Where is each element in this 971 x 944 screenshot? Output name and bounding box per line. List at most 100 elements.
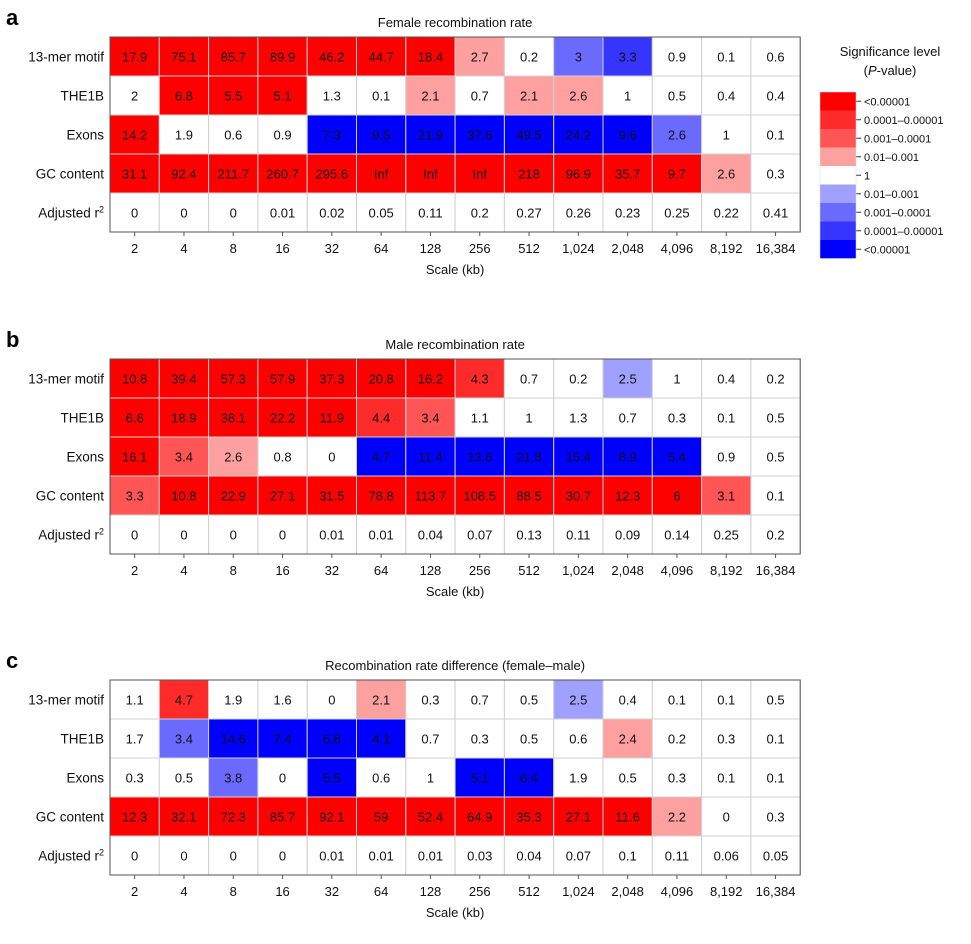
cell-value: 88.5	[516, 489, 541, 504]
row-label: 13-mer motif	[28, 693, 104, 708]
heatmap-cell	[109, 757, 160, 798]
x-tick-label: 512	[518, 241, 540, 256]
cell-value: 6	[673, 489, 680, 504]
cell-value: 75.1	[171, 50, 196, 65]
heatmap-cell	[306, 475, 358, 516]
x-tick-label: 32	[325, 563, 339, 578]
heatmap-cell	[109, 679, 160, 720]
heatmap-cell	[503, 718, 555, 759]
cell-value: 1.6	[274, 693, 292, 708]
heatmap-cell	[208, 757, 259, 798]
cell-value: 0	[230, 849, 237, 864]
cell-value: 21.8	[516, 450, 541, 465]
x-tick-label: 8	[230, 884, 237, 899]
cell-value: 85.7	[221, 50, 246, 65]
cell-value: 18.4	[418, 50, 443, 65]
panel-c: c Recombination rate difference (female–m…	[6, 648, 801, 920]
x-tick-label: 2,048	[611, 884, 644, 899]
cell-value: 72.3	[221, 810, 246, 825]
x-tick-label: 8,192	[710, 884, 743, 899]
heatmap-cell	[454, 36, 505, 77]
heatmap-cell	[602, 718, 653, 759]
cell-value: Inf	[423, 167, 438, 182]
legend-swatch	[820, 147, 856, 166]
cell-value: 27.1	[270, 489, 295, 504]
cell-value: 0	[230, 206, 237, 221]
cell-value: 0.06	[714, 849, 739, 864]
cell-value: 1.1	[126, 693, 144, 708]
x-tick-label: 8	[230, 241, 237, 256]
cell-value: 6.8	[175, 89, 193, 104]
x-tick-label: 4	[180, 241, 187, 256]
legend-label: 0.01–0.001	[864, 152, 919, 164]
cell-value: 1	[525, 411, 532, 426]
cell-value: 78.8	[368, 489, 393, 504]
cell-value: 0.6	[569, 732, 587, 747]
x-tick-label: 2,048	[611, 241, 644, 256]
heatmap-cell	[503, 397, 555, 438]
cell-value: 0.23	[615, 206, 640, 221]
heatmap-cell	[503, 757, 555, 798]
heatmap-cell	[158, 75, 210, 116]
grid-border	[109, 679, 801, 876]
heatmap-cell	[208, 358, 259, 399]
cell-value: 0.11	[566, 528, 590, 543]
cell-value: 0.13	[516, 528, 541, 543]
cell-value: 2.1	[372, 693, 390, 708]
grid-border	[109, 358, 801, 555]
heatmap-cell	[405, 436, 456, 477]
cell-value: 0.1	[767, 732, 785, 747]
heatmap-cell	[208, 397, 259, 438]
heatmap-cell	[701, 192, 752, 233]
cell-value: 0.26	[566, 206, 591, 221]
cell-value: 14.2	[122, 128, 147, 143]
heatmap-cell	[750, 75, 801, 116]
heatmap-cell	[651, 475, 703, 516]
cell-value: 9.7	[668, 167, 686, 182]
cell-value: 2.1	[421, 89, 439, 104]
cell-value: 2.4	[619, 732, 637, 747]
cell-value: 2.6	[569, 89, 587, 104]
cell-value: 0.3	[717, 732, 735, 747]
heatmap-cell	[553, 36, 604, 77]
row-label: Exons	[66, 128, 104, 143]
heatmap-cell	[158, 757, 210, 798]
cell-value: 0.4	[619, 693, 637, 708]
cell-value: 4.1	[372, 732, 390, 747]
cell-value: 0.8	[274, 450, 292, 465]
heatmap-cell	[750, 679, 801, 720]
cell-value: 5.5	[323, 771, 341, 786]
heatmap-cell	[405, 679, 456, 720]
cell-value: 5.1	[471, 771, 489, 786]
legend-swatch	[820, 129, 856, 148]
cell-value: 85.7	[270, 810, 295, 825]
cell-value: 0.5	[668, 89, 686, 104]
cell-value: 10.8	[171, 489, 196, 504]
heatmap-cell	[701, 153, 752, 194]
cell-value: 0.1	[717, 771, 735, 786]
cell-value: 0.05	[763, 849, 788, 864]
heatmap-cell	[750, 796, 801, 837]
cell-value: 2.5	[619, 372, 637, 387]
heatmap-cell	[356, 358, 407, 399]
heatmap-cell	[503, 679, 555, 720]
heatmap-cell	[651, 192, 703, 233]
cell-value: 0.9	[717, 450, 735, 465]
cell-value: 0.07	[467, 528, 492, 543]
heatmap-cell	[553, 436, 604, 477]
panel-letter: b	[6, 327, 19, 352]
heatmap-cell	[158, 718, 210, 759]
cell-value: 0	[328, 450, 335, 465]
heatmap-cell	[454, 679, 505, 720]
cell-value: 0	[180, 849, 187, 864]
cell-value: 0.03	[467, 849, 492, 864]
x-tick-label: 128	[420, 241, 442, 256]
cell-value: 0.5	[767, 411, 785, 426]
cell-value: 37.6	[467, 128, 492, 143]
row-label: 13-mer motif	[28, 372, 104, 387]
cell-value: 2.7	[471, 50, 489, 65]
x-tick-label: 2,048	[611, 563, 644, 578]
heatmap-cell	[454, 475, 505, 516]
x-tick-label: 32	[325, 241, 339, 256]
cell-value: 16.1	[122, 450, 147, 465]
